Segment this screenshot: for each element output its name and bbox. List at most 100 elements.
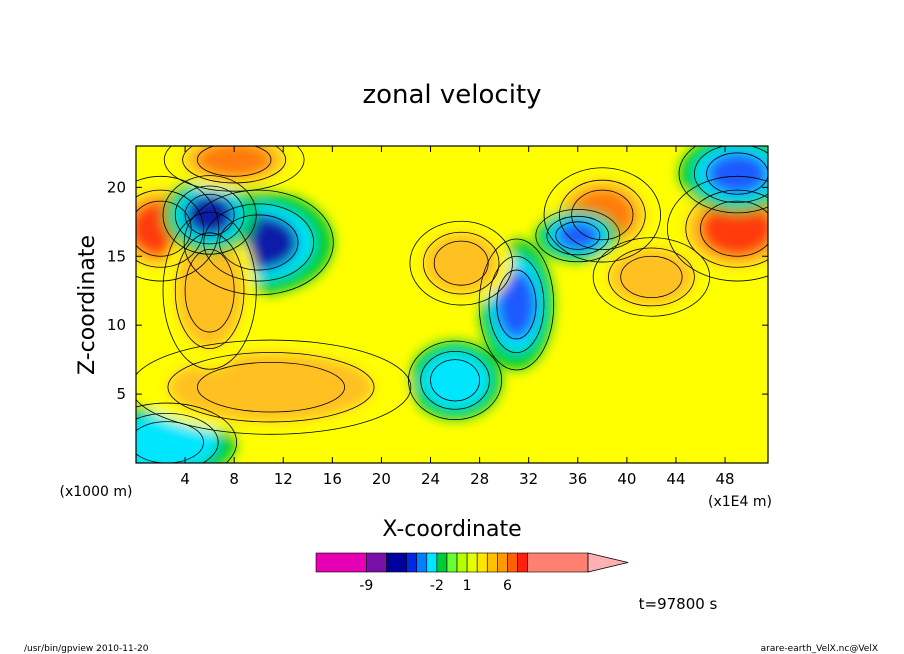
- y-tick-label: 5: [116, 385, 126, 403]
- contour-10-1: [546, 215, 610, 256]
- contour-10-0: [535, 209, 621, 263]
- contour-6-1: [423, 231, 500, 295]
- colorbar-segment: [476, 552, 488, 573]
- footer-right: arare-earth_VelX.nc@VelX: [761, 644, 878, 654]
- x-tick-label: 20: [372, 470, 391, 488]
- contour-7-0: [136, 339, 412, 435]
- y-tick-label: 20: [107, 178, 126, 196]
- contour-1-2: [496, 269, 537, 340]
- contour-1-1: [488, 255, 545, 354]
- contour-12-0: [678, 146, 768, 214]
- colorbar-segment: [507, 552, 518, 573]
- footer-left: /usr/bin/gpview 2010-11-20: [24, 644, 149, 654]
- contour-4-1: [136, 189, 204, 268]
- contour-10-2: [555, 221, 601, 250]
- contour-13-0: [163, 146, 305, 192]
- colorbar-tick-label: -9: [359, 578, 373, 594]
- colorbar-segment: [426, 552, 438, 573]
- contour-0-0: [183, 189, 334, 296]
- contour-2-0: [408, 340, 503, 420]
- contour-8-0: [162, 211, 257, 370]
- contour-12-1: [693, 146, 768, 203]
- x-tick-label: 44: [666, 470, 685, 488]
- contour-8-2: [184, 248, 235, 333]
- field-feature-10-level-2: [555, 221, 600, 250]
- contour-8-1: [174, 232, 245, 350]
- contour-7-1: [167, 352, 375, 423]
- contour-14-1: [608, 247, 695, 307]
- field-feature-5-level-2: [700, 201, 768, 257]
- contour-14-0: [592, 237, 711, 317]
- colorbar-segment: [527, 552, 589, 573]
- contour-2-2: [430, 359, 481, 402]
- x-axis-label: X-coordinate: [382, 517, 521, 542]
- plot-area: [136, 146, 768, 463]
- contour-3-1: [136, 412, 219, 463]
- x-tick-label: 40: [617, 470, 636, 488]
- contour-11-0: [162, 175, 257, 255]
- field-feature-6-level-2: [434, 241, 489, 286]
- colorbar-segment: [456, 552, 468, 573]
- x-tick-label: 4: [180, 470, 190, 488]
- colorbar-tick-label: 6: [503, 578, 512, 594]
- contour-3-0: [136, 402, 238, 463]
- contour-0-1: [203, 203, 315, 282]
- colorbar-segment: [416, 552, 428, 573]
- contour-9-0: [543, 167, 662, 263]
- colorbar-segment: [406, 552, 418, 573]
- field-feature-13-level-2: [197, 146, 271, 177]
- y-tick-label: 10: [107, 316, 126, 334]
- x-tick-label: 28: [470, 470, 489, 488]
- colorbar-segment: [366, 552, 387, 573]
- colorbar-segment: [466, 552, 478, 573]
- contour-7-2: [196, 361, 346, 413]
- colorbar-extension: [587, 552, 629, 573]
- x-unit-label: (x1E4 m): [708, 494, 772, 510]
- contour-1-0: [478, 238, 555, 371]
- x-tick-label: 48: [716, 470, 735, 488]
- contour-9-1: [558, 179, 646, 251]
- y-axis-label: Z-coordinate: [75, 235, 100, 375]
- contour-9-2: [571, 189, 634, 241]
- x-tick-label: 32: [519, 470, 538, 488]
- field-feature-8-level-2: [185, 249, 235, 333]
- colorbar: -9 -2 1 6: [315, 552, 629, 594]
- z-unit-label: (x1000 m): [60, 484, 133, 500]
- contour-4-0: [136, 175, 220, 282]
- contour-11-1: [174, 185, 245, 245]
- colorbar-segment: [446, 552, 458, 573]
- contour-2-1: [420, 350, 490, 410]
- contour-5-0: [666, 175, 768, 282]
- y-axis: 5 10 15 20: [107, 178, 768, 403]
- contour-5-2: [700, 200, 768, 257]
- colorbar-segment: [517, 552, 528, 573]
- field-feature-11-level-2: [185, 194, 235, 236]
- x-tick-label: 12: [274, 470, 293, 488]
- contour-14-2: [620, 255, 683, 299]
- x-tick-label: 16: [323, 470, 342, 488]
- contour-lines: [136, 146, 768, 463]
- contour-13-2: [196, 146, 272, 177]
- plot-frame: [135, 145, 769, 464]
- colorbar-segment: [315, 552, 367, 573]
- colorbar-segment: [486, 552, 498, 573]
- contour-6-2: [433, 240, 489, 286]
- contour-11-2: [184, 193, 235, 236]
- contour-5-1: [685, 189, 768, 268]
- colorbar-segment: [436, 552, 448, 573]
- x-tick-label: 8: [229, 470, 239, 488]
- colorbar-tick-label: 1: [463, 578, 472, 594]
- time-label: t=97800 s: [639, 595, 718, 613]
- field-feature-3-level-2: [136, 421, 204, 463]
- colorbar-segment: [386, 552, 407, 573]
- y-tick-label: 15: [107, 247, 126, 265]
- colorbar-segment: [497, 552, 508, 573]
- field-feature-12-level-2: [706, 152, 768, 195]
- contour-13-1: [182, 146, 287, 184]
- chart-title: zonal velocity: [362, 80, 541, 110]
- field-feature-1-level-2: [496, 270, 537, 339]
- x-tick-label: 36: [568, 470, 587, 488]
- field-feature-7-level-2: [197, 362, 345, 413]
- field-feature-14-level-2: [620, 256, 683, 298]
- colorbar-tick-label: -2: [430, 578, 444, 594]
